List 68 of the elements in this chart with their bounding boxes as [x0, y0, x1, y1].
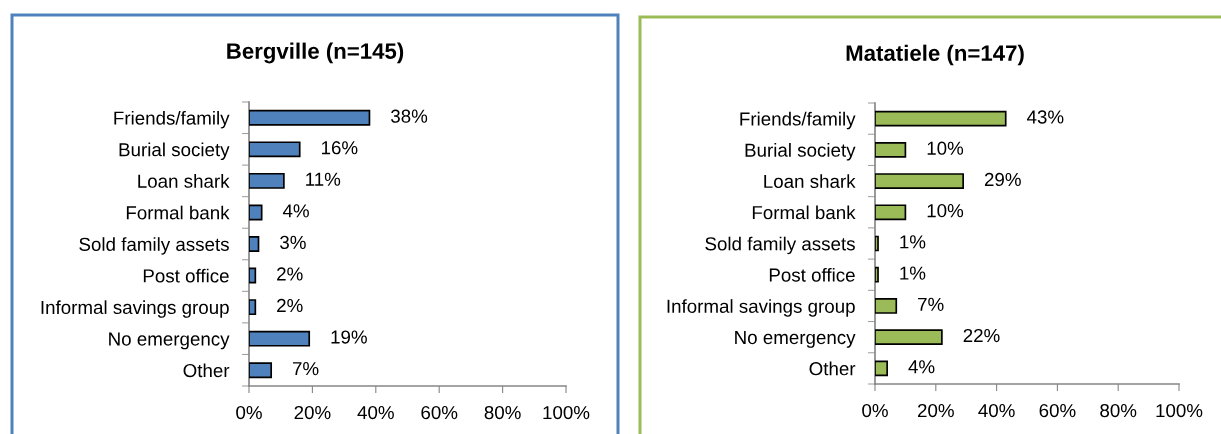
x-tick-label: 20% [917, 403, 954, 418]
bar [249, 299, 257, 316]
data-label: 1% [900, 235, 926, 249]
x-tick-label: 0% [236, 405, 262, 420]
y-tick-label: No emergency [735, 331, 856, 348]
bar [249, 109, 371, 126]
bar [875, 141, 907, 158]
data-label: 7% [918, 297, 944, 311]
bar [249, 204, 263, 221]
bar [249, 141, 301, 158]
y-tick-label: Burial society [745, 143, 856, 161]
bar [875, 110, 1007, 127]
data-label: 16% [321, 141, 358, 155]
bar [875, 204, 907, 221]
data-label: 10% [927, 141, 964, 155]
bar [249, 236, 260, 252]
bar [249, 172, 285, 189]
data-label: 10% [927, 204, 964, 218]
y-tick-label: Sold family assets [79, 237, 229, 255]
y-tick-label: Burial society [119, 142, 230, 161]
data-label: 22% [963, 328, 1000, 343]
x-tick-label: 40% [357, 405, 394, 420]
bar [249, 330, 311, 347]
x-tick-label: 100% [1156, 403, 1203, 418]
data-label: 4% [282, 204, 309, 218]
y-tick-label: Post office [769, 267, 855, 282]
y-tick-label: Formal bank [126, 205, 230, 220]
chart-title: Matatiele (n=147) [846, 44, 1024, 66]
bar [249, 267, 257, 284]
y-tick-label: Informal savings group [667, 299, 855, 317]
y-tick-label: Sold family assets [705, 236, 855, 255]
y-tick-label: Friends/family [114, 110, 230, 129]
data-label: 43% [1026, 110, 1064, 124]
x-tick-label: 40% [978, 403, 1015, 418]
bar [875, 360, 888, 377]
y-tick-label: Other [809, 361, 856, 376]
y-tick-label: Loan shark [764, 174, 856, 189]
bar [875, 235, 879, 252]
bar [249, 362, 273, 379]
y-tick-label: Formal bank [752, 205, 856, 220]
data-label: 1% [900, 266, 926, 280]
y-tick-label: No emergency [109, 332, 230, 350]
bar [875, 266, 879, 283]
data-label: 38% [391, 109, 428, 123]
y-tick-label: Loan shark [138, 174, 230, 188]
data-label: 2% [277, 298, 303, 313]
chart-title: Bergville (n=145) [227, 42, 404, 64]
data-label: 11% [306, 172, 341, 186]
data-label: 3% [280, 235, 306, 250]
x-tick-label: 0% [862, 403, 888, 418]
y-tick-label: Friends/family [740, 111, 856, 130]
x-tick-label: 80% [1100, 403, 1137, 418]
data-label: 4% [908, 360, 935, 374]
data-label: 2% [277, 267, 303, 281]
bar [875, 298, 898, 314]
bar [875, 173, 964, 189]
data-label: 19% [331, 330, 367, 344]
x-tick-label: 80% [484, 405, 521, 420]
data-label: 29% [984, 172, 1021, 187]
x-tick-label: 100% [543, 405, 590, 420]
data-label: 7% [292, 362, 319, 376]
bar [875, 329, 943, 346]
y-tick-label: Informal savings group [41, 300, 229, 318]
y-tick-label: Other [183, 363, 230, 378]
x-tick-label: 60% [421, 405, 458, 420]
y-tick-label: Post office [143, 268, 229, 283]
x-tick-label: 60% [1039, 403, 1076, 418]
x-tick-label: 20% [294, 405, 331, 420]
